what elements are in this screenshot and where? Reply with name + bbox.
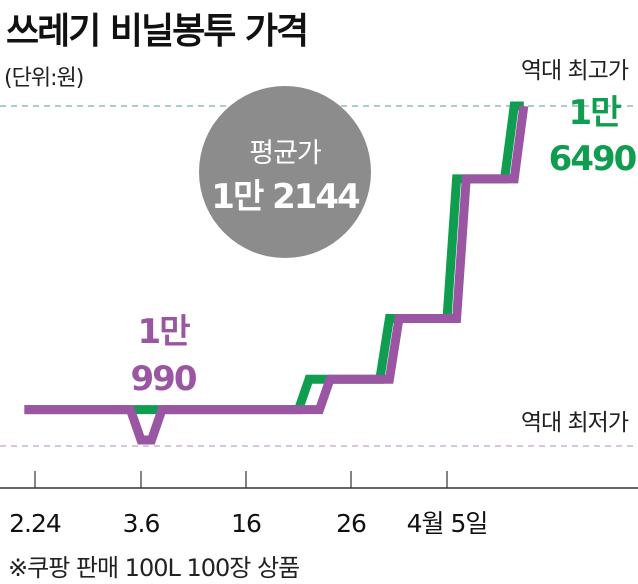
x-tick-label: 3.6 (123, 509, 160, 538)
average-badge: 평균가 1만 2144 (199, 86, 371, 258)
x-ticks: 2.24 3.6 16 26 4월 5일 (9, 471, 488, 538)
min-value-line2: 990 (131, 359, 197, 399)
chart-title: 쓰레기 비닐봉투 가격 (6, 11, 309, 52)
average-label: 평균가 (249, 138, 321, 169)
x-tick-label: 16 (231, 509, 261, 538)
footnote: ※쿠팡 판매 100L 100장 상품 (8, 554, 300, 582)
x-tick-label: 4월 5일 (407, 509, 488, 538)
series-layer (24, 101, 529, 445)
min-reference-label: 역대 최저가 (521, 410, 629, 436)
unit-note: (단위:원) (4, 66, 84, 91)
average-value: 1만 2144 (211, 177, 360, 217)
max-reference-label: 역대 최고가 (521, 58, 629, 84)
min-value-line1: 1만 (138, 312, 191, 352)
average-circle (199, 86, 371, 258)
x-tick-label: 26 (336, 509, 366, 538)
x-tick-label: 2.24 (9, 509, 61, 538)
max-value-line2: 6490 (549, 139, 637, 179)
series-line-purple (24, 105, 529, 445)
max-value-line1: 1만 (569, 93, 622, 133)
